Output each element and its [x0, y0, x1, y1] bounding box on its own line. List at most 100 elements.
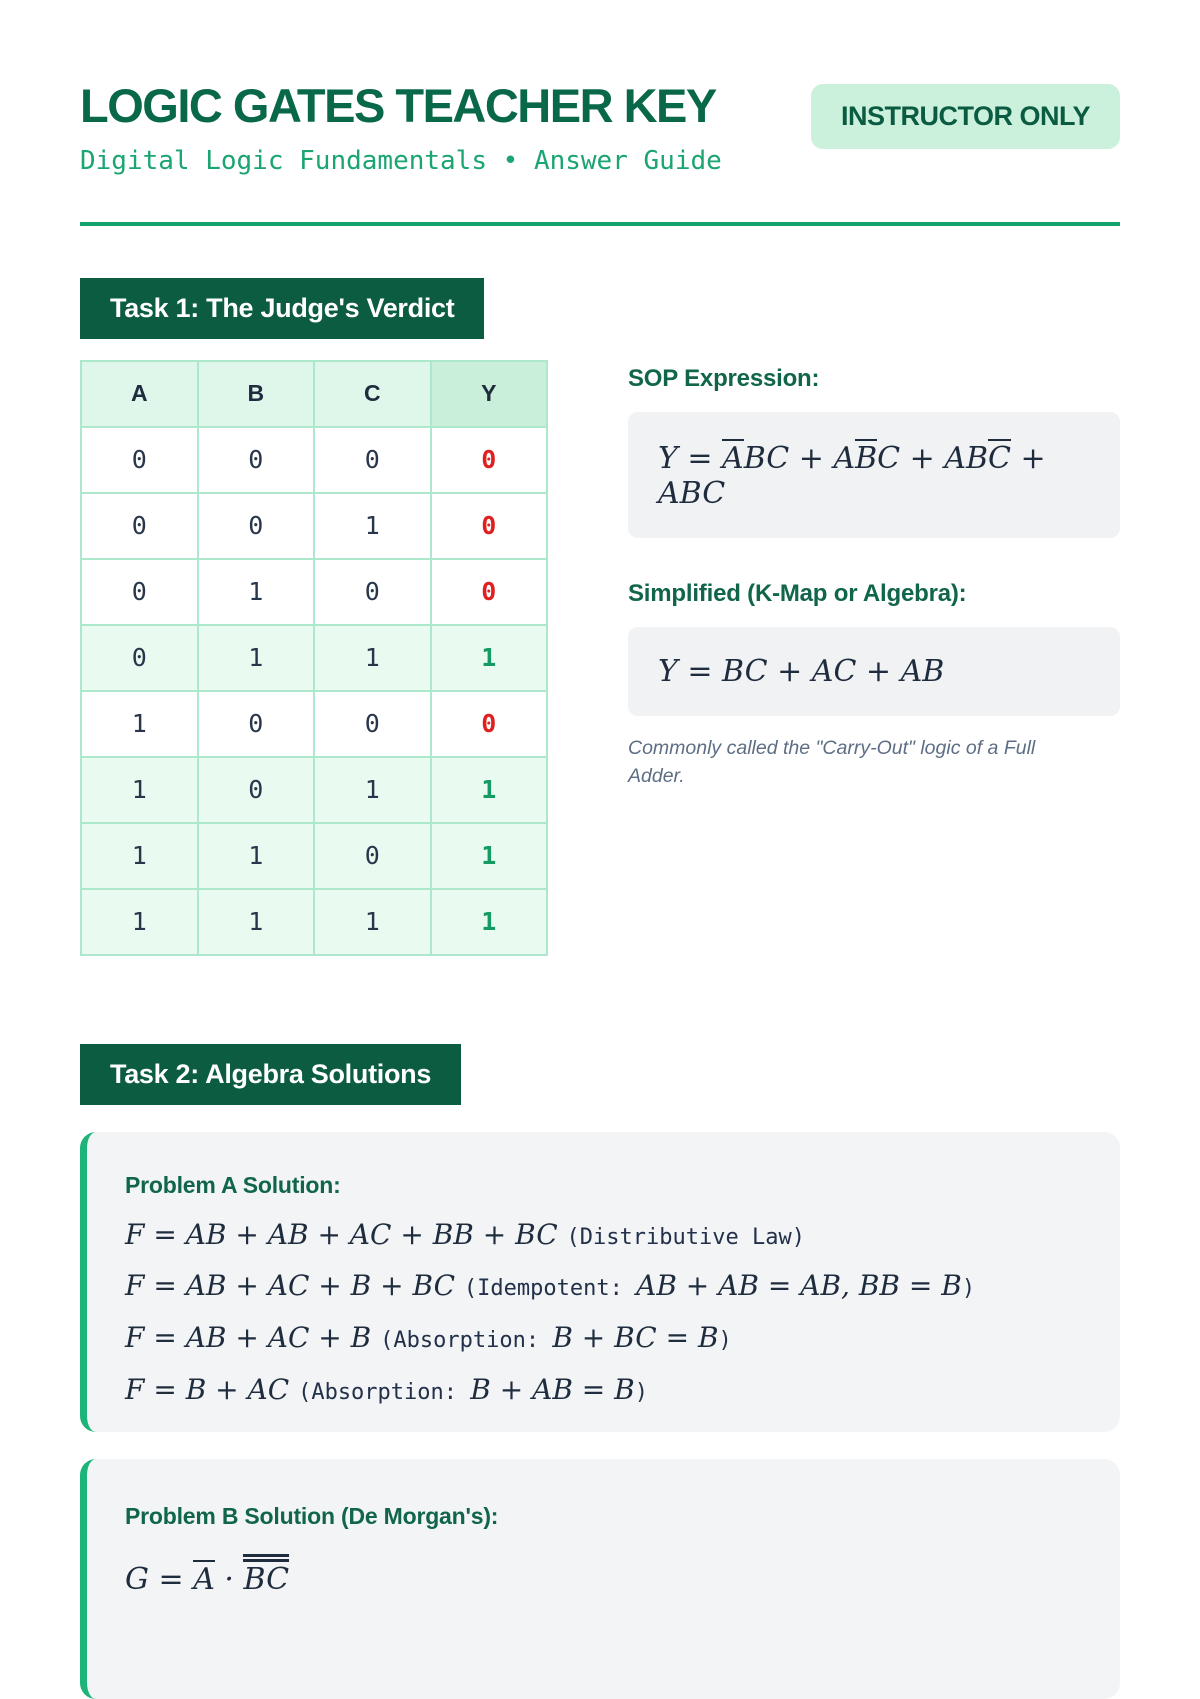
problem-b-steps: G = A · BC	[125, 1554, 1075, 1602]
header-divider	[80, 221, 1120, 226]
math-text: C	[988, 438, 1012, 476]
math-text: F = B + AC	[125, 1372, 299, 1406]
law-annotation: )	[961, 1276, 976, 1302]
input-cell-c: 0	[313, 425, 432, 494]
simplified-label: Simplified (K-Map or Algebra):	[628, 579, 967, 607]
math-text: Y =	[658, 440, 723, 476]
law-annotation: )	[718, 1328, 732, 1354]
input-cell-b: 1	[196, 623, 315, 692]
math-text: BC + A	[743, 440, 856, 476]
math-text: B + BC = B	[552, 1321, 719, 1355]
math-text: B + AB = B	[470, 1372, 635, 1406]
algebra-step-line: F = AB + AC + B + BC (Idempotent: AB + A…	[125, 1266, 1075, 1307]
algebra-step-line: F = AB + AC + B (Absorption: B + BC = B)	[125, 1318, 1075, 1359]
problem-a-steps: F = AB + AB + AC + BB + BC (Distributive…	[125, 1215, 1075, 1410]
output-cell-y: 0	[429, 689, 548, 758]
sop-formula-box: Y = ABC + ABC + ABC + ABC	[628, 411, 1120, 538]
page-header: LOGIC GATES TEACHER KEY Digital Logic Fu…	[80, 79, 1120, 176]
input-cell-a: 1	[80, 887, 199, 956]
page-subtitle: Digital Logic Fundamentals • Answer Guid…	[80, 145, 722, 176]
output-cell-y: 0	[429, 425, 548, 494]
input-cell-b: 0	[196, 689, 315, 758]
input-cell-a: 1	[80, 689, 199, 758]
math-text: F = AB + AC + B + BC	[125, 1269, 464, 1303]
math-text: ·	[214, 1562, 244, 1598]
problem-b-title: Problem B Solution (De Morgan's):	[125, 1503, 499, 1530]
algebra-step-line: G = A · BC	[125, 1554, 1075, 1602]
input-cell-a: 1	[80, 821, 199, 890]
title-block: LOGIC GATES TEACHER KEY Digital Logic Fu…	[80, 79, 722, 176]
column-header-y: Y	[429, 359, 548, 428]
input-cell-b: 1	[196, 887, 315, 956]
algebra-step-line: F = B + AC (Absorption: B + AB = B)	[125, 1370, 1075, 1411]
math-text: C + AB	[877, 440, 989, 476]
math-text: A	[193, 1560, 215, 1598]
law-annotation: )	[634, 1379, 648, 1405]
problem-b-card: Problem B Solution (De Morgan's): G = A …	[80, 1459, 1120, 1699]
math-text: + ABC	[658, 440, 1046, 511]
math-text: Y = BC + AC + AB	[658, 653, 945, 689]
math-text: BC	[243, 1554, 290, 1596]
input-cell-b: 1	[196, 821, 315, 890]
task2-section: Task 2: Algebra Solutions Problem A Solu…	[80, 956, 1120, 1699]
input-cell-c: 1	[313, 491, 432, 560]
math-text: AB + AB = AB, BB = B	[636, 1269, 962, 1303]
law-annotation: (Absorption:	[380, 1328, 553, 1354]
input-cell-a: 0	[80, 557, 199, 626]
math-text: F = AB + AB + AC + BB + BC	[125, 1217, 567, 1251]
simplified-formula: Y = BC + AC + AB	[658, 654, 944, 689]
sop-formula: Y = ABC + ABC + ABC + ABC	[658, 438, 1046, 511]
simplified-formula-box: Y = BC + AC + AB	[628, 626, 1120, 716]
column-header-a: A	[80, 359, 199, 428]
algebra-step-line: F = AB + AB + AC + BB + BC (Distributive…	[125, 1215, 1075, 1256]
output-cell-y: 1	[429, 623, 548, 692]
truth-table-head: A B C Y	[80, 359, 548, 428]
task1-answers-column: SOP Expression: Y = ABC + ABC + ABC + AB…	[628, 360, 1120, 791]
sop-expression-label: SOP Expression:	[628, 364, 820, 392]
output-cell-y: 1	[429, 821, 548, 890]
input-cell-c: 0	[313, 821, 432, 890]
instructor-only-badge: INSTRUCTOR ONLY	[810, 84, 1120, 149]
input-cell-c: 0	[313, 557, 432, 626]
task2-header: Task 2: Algebra Solutions	[80, 1043, 462, 1105]
math-text: A	[722, 438, 744, 476]
input-cell-a: 1	[80, 755, 199, 824]
column-header-c: C	[313, 359, 432, 428]
math-text: F = AB + AC + B	[125, 1321, 381, 1355]
column-header-b: B	[196, 359, 315, 428]
law-annotation: (Distributive Law)	[566, 1224, 805, 1250]
output-cell-y: 1	[429, 755, 548, 824]
input-cell-c: 1	[313, 887, 432, 956]
input-cell-c: 0	[313, 689, 432, 758]
input-cell-b: 0	[196, 491, 315, 560]
problem-a-card: Problem A Solution: F = AB + AB + AC + B…	[80, 1131, 1120, 1433]
output-cell-y: 0	[429, 491, 548, 560]
output-cell-y: 1	[429, 887, 548, 956]
law-annotation: (Idempotent:	[463, 1276, 637, 1302]
input-cell-c: 1	[313, 623, 432, 692]
output-cell-y: 0	[429, 557, 548, 626]
table-header-row: A B C Y	[80, 359, 548, 428]
math-text: G =	[125, 1562, 194, 1598]
input-cell-b: 0	[196, 755, 315, 824]
page-title: LOGIC GATES TEACHER KEY	[80, 79, 717, 132]
law-annotation: (Absorption:	[298, 1379, 471, 1405]
input-cell-b: 1	[196, 557, 315, 626]
input-cell-c: 1	[313, 755, 432, 824]
input-cell-a: 0	[80, 491, 199, 560]
input-cell-a: 0	[80, 623, 199, 692]
math-text: B	[855, 438, 878, 476]
input-cell-b: 0	[196, 425, 315, 494]
carry-out-note: Commonly called the "Carry-Out" logic of…	[628, 736, 1036, 788]
